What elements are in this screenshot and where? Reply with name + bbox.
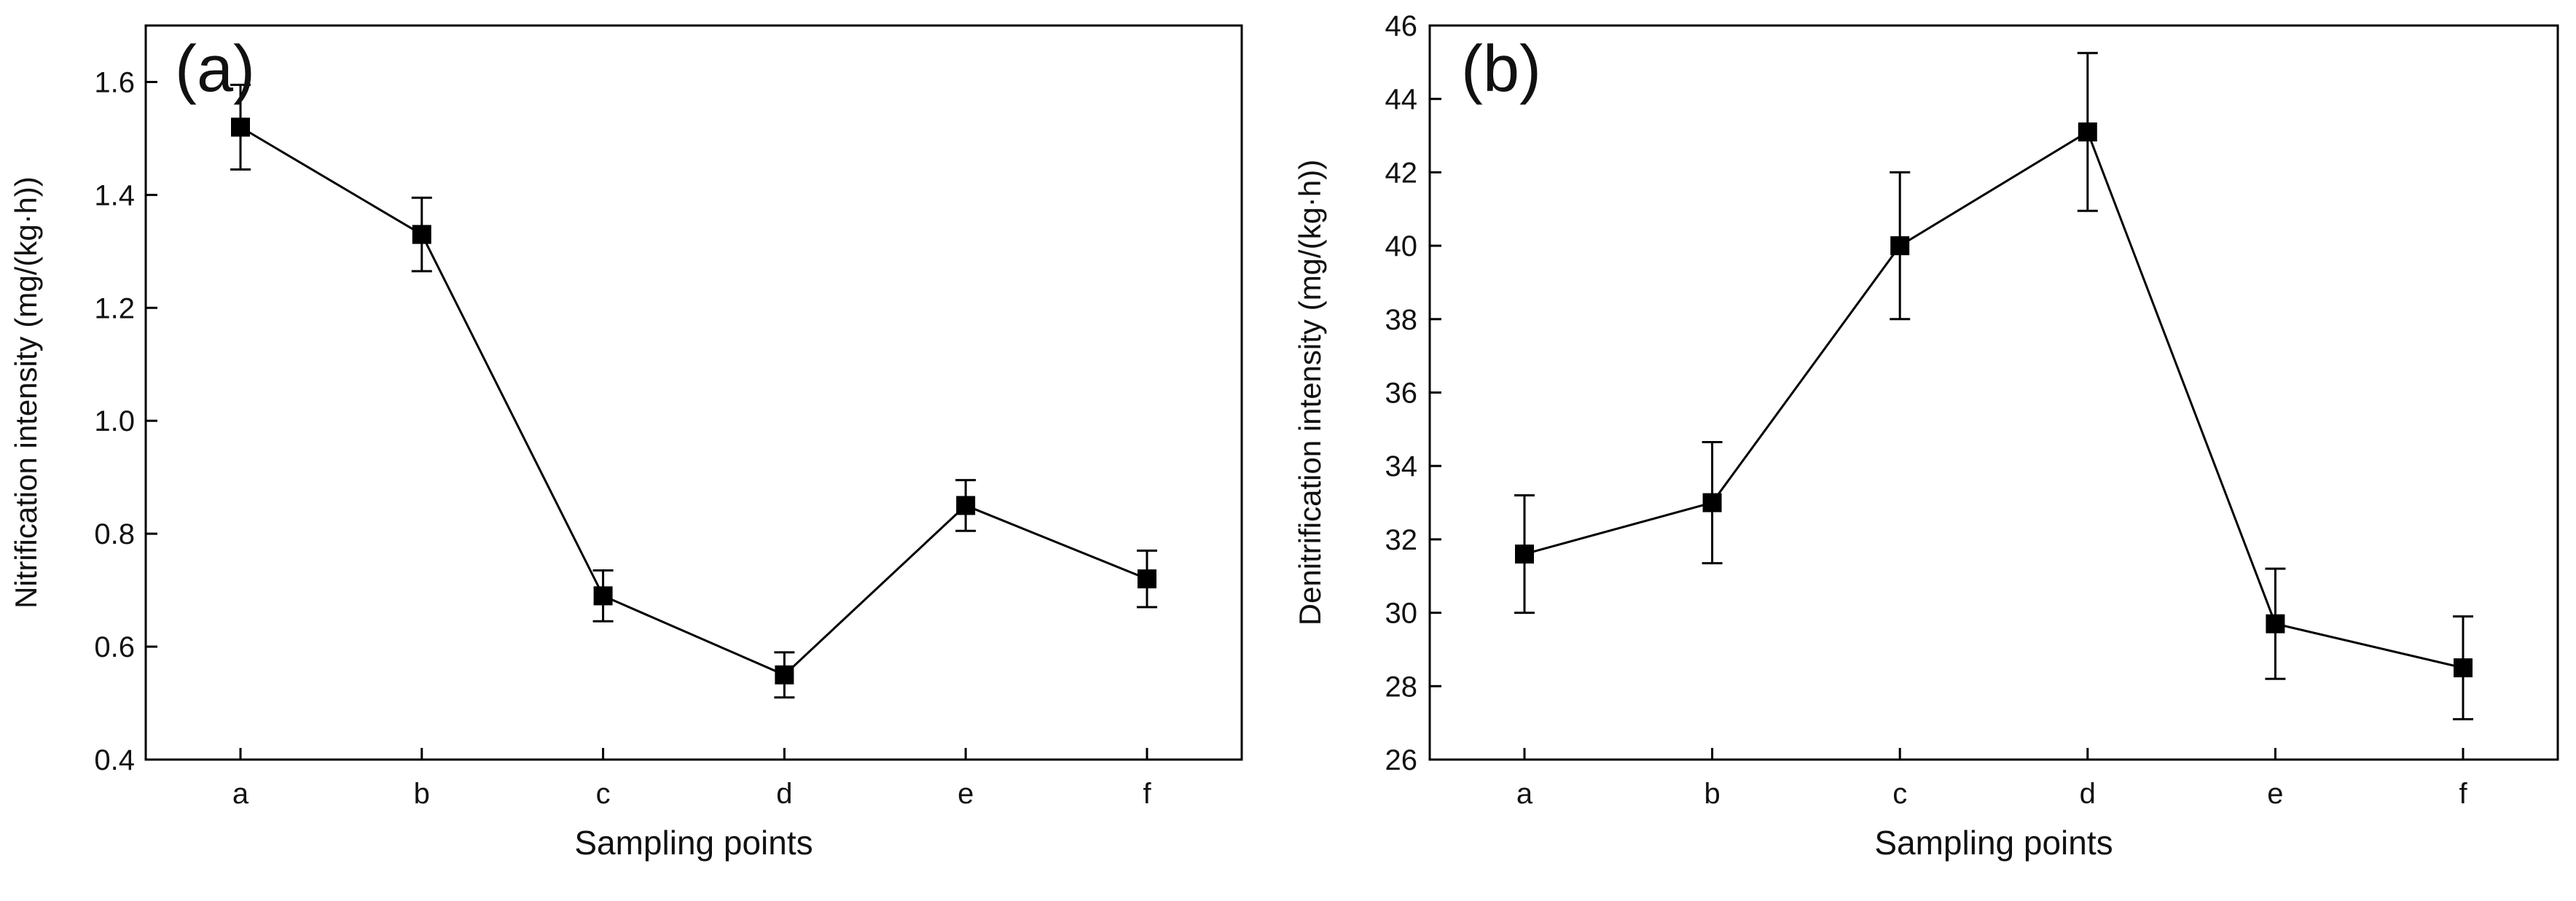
x-axis-title: Sampling points xyxy=(574,824,813,862)
x-tick-label: d xyxy=(2080,778,2096,810)
x-tick-label: a xyxy=(1516,778,1533,810)
y-tick-label: 46 xyxy=(1385,10,1418,42)
x-tick-label: c xyxy=(1892,778,1907,810)
plot-frame xyxy=(144,24,1243,761)
x-tick-label: e xyxy=(2267,778,2283,810)
x-tick-label: d xyxy=(776,778,792,810)
x-tick-label: a xyxy=(232,778,249,810)
x-tick-label: f xyxy=(1143,778,1151,810)
x-tick-label: e xyxy=(958,778,974,810)
panel-b: 26 28 30 32 34 36 38 40 42 44 46 a b c d e f Sampling poi… xyxy=(1293,10,2559,862)
y-tick-label: 32 xyxy=(1385,524,1418,556)
data-point xyxy=(2266,614,2285,633)
y-tick-label: 0.4 xyxy=(94,744,135,776)
y-tick-label: 40 xyxy=(1385,230,1418,262)
data-point xyxy=(2454,658,2473,678)
y-tick-label: 1.4 xyxy=(94,179,135,211)
y-tick-label: 28 xyxy=(1385,671,1418,703)
data-point xyxy=(231,117,250,137)
y-tick-label: 1.2 xyxy=(94,292,135,324)
y-tick-label: 1.0 xyxy=(94,405,135,437)
x-tick-label: b xyxy=(414,778,430,810)
y-tick-label: 42 xyxy=(1385,157,1418,189)
data-point xyxy=(775,665,794,684)
data-point xyxy=(412,225,431,244)
data-point xyxy=(1890,236,1910,256)
y-tick-label: 0.6 xyxy=(94,631,135,663)
y-tick-label: 34 xyxy=(1385,450,1418,483)
panel-a: 0.4 0.6 0.8 1.0 1.2 1.4 1.6 a b c d e f Sampling poin… xyxy=(9,24,1243,862)
y-tick-label: 36 xyxy=(1385,378,1418,410)
x-tick-label: b xyxy=(1704,778,1720,810)
series-line xyxy=(1524,130,2464,669)
y-tick-label: 38 xyxy=(1385,304,1418,336)
data-point xyxy=(956,496,976,515)
data-point xyxy=(1702,493,1722,512)
data-point xyxy=(593,586,613,606)
y-axis-title: Nitrification intensity (mg/(kg·h)) xyxy=(9,176,43,609)
data-point xyxy=(1515,545,1534,564)
y-tick-label: 44 xyxy=(1385,84,1418,116)
panel-label: (b) xyxy=(1461,33,1541,106)
data-point xyxy=(2078,122,2097,142)
y-tick-label: 1.6 xyxy=(94,66,135,98)
data-point xyxy=(1138,569,1156,589)
series-line xyxy=(240,126,1148,676)
y-tick-label: 30 xyxy=(1385,598,1418,630)
x-axis-title: Sampling points xyxy=(1874,824,2113,862)
y-axis-title: Denitrification intensity (mg/(kg·h)) xyxy=(1293,160,1327,626)
y-tick-label: 26 xyxy=(1385,744,1418,776)
panel-label: (a) xyxy=(175,33,255,106)
y-tick-label: 0.8 xyxy=(94,518,135,550)
x-tick-label: c xyxy=(596,778,611,810)
x-tick-label: f xyxy=(2459,778,2467,810)
